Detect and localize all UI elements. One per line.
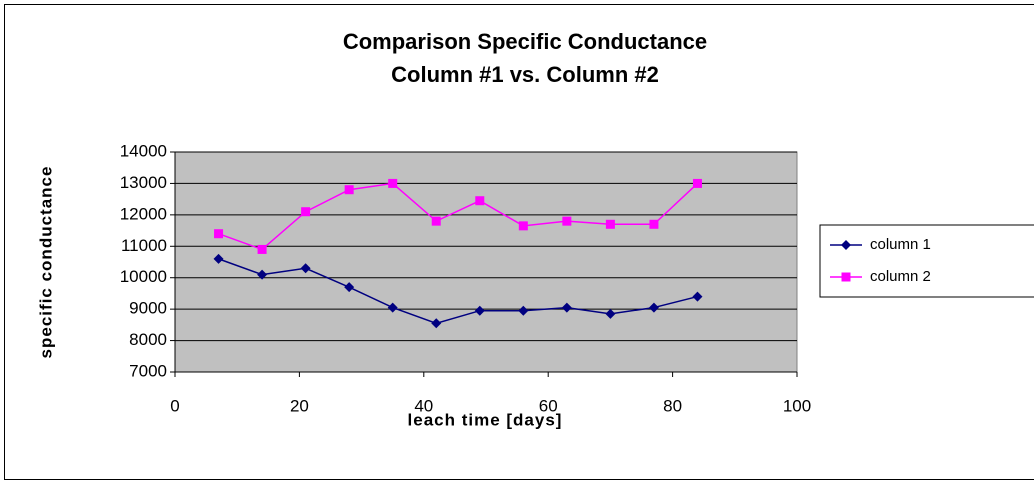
y-tick-label: 13000 — [120, 173, 167, 192]
y-tick-label: 12000 — [120, 204, 167, 223]
series-line — [218, 258, 698, 325]
legend-label: column 1 — [870, 236, 931, 253]
y-tick-label: 7000 — [129, 361, 167, 380]
plot-area — [174, 151, 798, 373]
x-tick-label: 20 — [290, 396, 309, 415]
y-tick-label: 10000 — [120, 267, 167, 286]
y-tick-label: 14000 — [120, 141, 167, 160]
marker — [841, 240, 851, 250]
marker — [692, 178, 702, 188]
marker — [344, 282, 355, 293]
marker — [518, 221, 528, 231]
legend-box — [819, 224, 1034, 298]
marker — [388, 178, 398, 188]
legend-label: column 2 — [870, 268, 931, 285]
x-tick-label: 100 — [783, 396, 811, 415]
series-line — [218, 182, 698, 251]
marker — [431, 318, 442, 329]
x-axis-label: leach time [days] — [408, 410, 563, 429]
marker — [344, 185, 354, 195]
y-tick-label: 11000 — [121, 236, 167, 255]
y-axis-label: specific conductance — [36, 166, 55, 359]
x-tick-label: 80 — [663, 396, 682, 415]
marker — [301, 207, 311, 217]
x-tick-label: 0 — [170, 396, 179, 415]
marker — [649, 219, 659, 229]
marker — [841, 272, 851, 282]
marker — [518, 305, 529, 316]
marker — [648, 302, 659, 313]
x-tick-label: 60 — [539, 396, 558, 415]
x-tick-label: 40 — [414, 396, 433, 415]
marker — [605, 219, 615, 229]
marker — [605, 308, 616, 319]
chart-title: Comparison Specific Conductance — [343, 29, 707, 54]
marker — [300, 263, 311, 274]
y-tick-label: 9000 — [129, 299, 167, 318]
y-tick-label: 8000 — [129, 330, 167, 349]
marker — [692, 291, 703, 302]
marker — [387, 302, 398, 313]
marker — [213, 253, 224, 264]
marker — [474, 305, 485, 316]
marker — [214, 229, 224, 239]
marker — [561, 302, 572, 313]
chart-subtitle: Column #1 vs. Column #2 — [391, 62, 659, 87]
marker — [257, 244, 267, 254]
marker — [257, 269, 268, 280]
marker — [562, 216, 572, 226]
marker — [431, 216, 441, 226]
marker — [475, 196, 485, 206]
